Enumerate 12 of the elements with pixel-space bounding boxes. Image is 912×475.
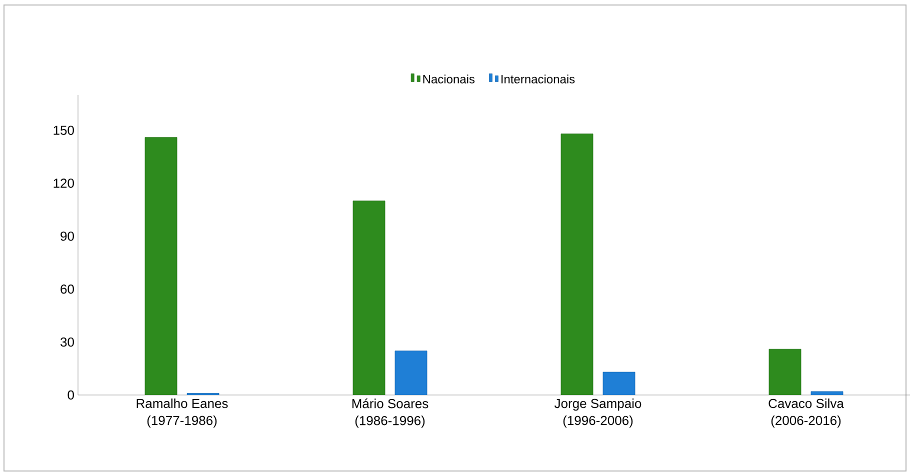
x-tick-label: Ramalho Eanes (1977-1986): [136, 398, 228, 428]
x-tick-label: Jorge Sampaio (1996-2006): [554, 398, 642, 428]
y-tick-label: 90: [60, 232, 74, 241]
y-tick-label: 0: [68, 390, 74, 400]
y-tick-label: 30: [60, 337, 74, 347]
y-tick-label: 60: [60, 284, 74, 294]
x-tick-label: Mário Soares (1986-1996): [352, 398, 428, 428]
y-tick-label: 150: [54, 126, 74, 135]
legend-label: Internacionais: [502, 74, 575, 84]
legend-label: Nacionais: [423, 74, 475, 84]
x-tick-label: Cavaco Silva (2006-2016): [768, 398, 844, 428]
y-tick-label: 120: [54, 178, 74, 188]
